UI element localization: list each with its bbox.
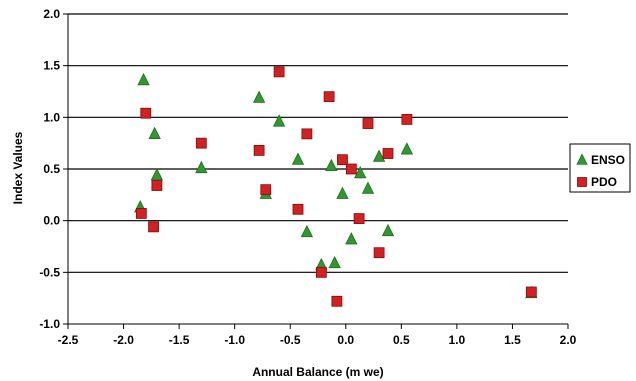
x-axis-title: Annual Balance (m we) (252, 365, 383, 379)
gridlines (68, 13, 568, 325)
enso-point (300, 224, 314, 238)
data-points (134, 66, 538, 307)
pdo-point (253, 144, 265, 156)
x-tick-label: -2.5 (58, 333, 79, 347)
legend: ENSO PDO (569, 143, 631, 193)
y-tick-label: -0.5 (39, 265, 60, 279)
enso-point (328, 255, 341, 269)
pdo-point (373, 247, 385, 259)
enso-point (325, 158, 338, 172)
x-tick-label: -2.0 (113, 333, 134, 347)
enso-point (354, 165, 367, 179)
axes (63, 13, 569, 329)
enso-point (345, 232, 358, 245)
pdo-point (148, 221, 159, 233)
legend-label-pdo: PDO (591, 175, 617, 189)
pdo-point (301, 128, 313, 140)
x-tick-label: 0.0 (337, 333, 354, 347)
x-tick-label: -0.5 (280, 333, 301, 347)
pdo-point (353, 213, 365, 225)
x-tick-label: -1.5 (169, 333, 190, 347)
pdo-point (315, 266, 327, 278)
y-tick-label: 0.5 (43, 162, 60, 176)
x-tick-label: 1.0 (449, 333, 466, 347)
pdo-point (345, 163, 357, 175)
pdo-point (140, 107, 152, 119)
legend-pdo-marker (577, 177, 587, 187)
pdo-point (525, 286, 537, 298)
enso-point (291, 152, 305, 165)
pdo-point (135, 208, 147, 219)
pdo-point (292, 203, 304, 215)
y-tick-label: 0.0 (43, 214, 60, 228)
enso-point (150, 168, 164, 181)
enso-point (400, 142, 414, 155)
enso-point (272, 114, 286, 127)
enso-point (137, 72, 150, 86)
pdo-point (337, 154, 348, 166)
y-axis-title: Index Values (11, 131, 25, 204)
x-tick-labels: -2.5 -2.0 -1.5 -1.0 -0.5 0.0 0.5 1.0 1.5 2.0 (58, 333, 577, 347)
y-tick-label: -1.0 (39, 317, 60, 331)
y-tick-label: 1.0 (43, 110, 60, 124)
x-tick-label: -1.0 (224, 333, 245, 347)
enso-point (195, 160, 208, 174)
x-tick-label: 1.5 (504, 333, 521, 347)
enso-point (381, 223, 395, 237)
pdo-point (362, 118, 374, 129)
pdo-point (331, 295, 343, 307)
x-tick-label: 0.5 (393, 333, 410, 347)
enso-point (148, 126, 161, 139)
pdo-point (151, 180, 163, 191)
legend-enso-marker (576, 153, 588, 165)
y-tick-label: 1.5 (43, 59, 60, 73)
y-tick-label: 2.0 (43, 7, 60, 21)
pdo-point (273, 66, 285, 78)
y-tick-labels: -1.0 -0.5 0.0 0.5 1.0 1.5 2.0 (39, 7, 60, 331)
enso-point (336, 186, 349, 199)
pdo-point (260, 184, 272, 196)
x-tick-label: 2.0 (560, 333, 577, 347)
pdo-point (401, 114, 413, 125)
legend-label-enso: ENSO (591, 153, 625, 167)
pdo-point (382, 148, 394, 159)
enso-point (372, 149, 386, 162)
pdo-point (323, 91, 335, 103)
enso-point (361, 181, 375, 194)
pdo-point (195, 137, 207, 149)
enso-point (252, 90, 266, 103)
